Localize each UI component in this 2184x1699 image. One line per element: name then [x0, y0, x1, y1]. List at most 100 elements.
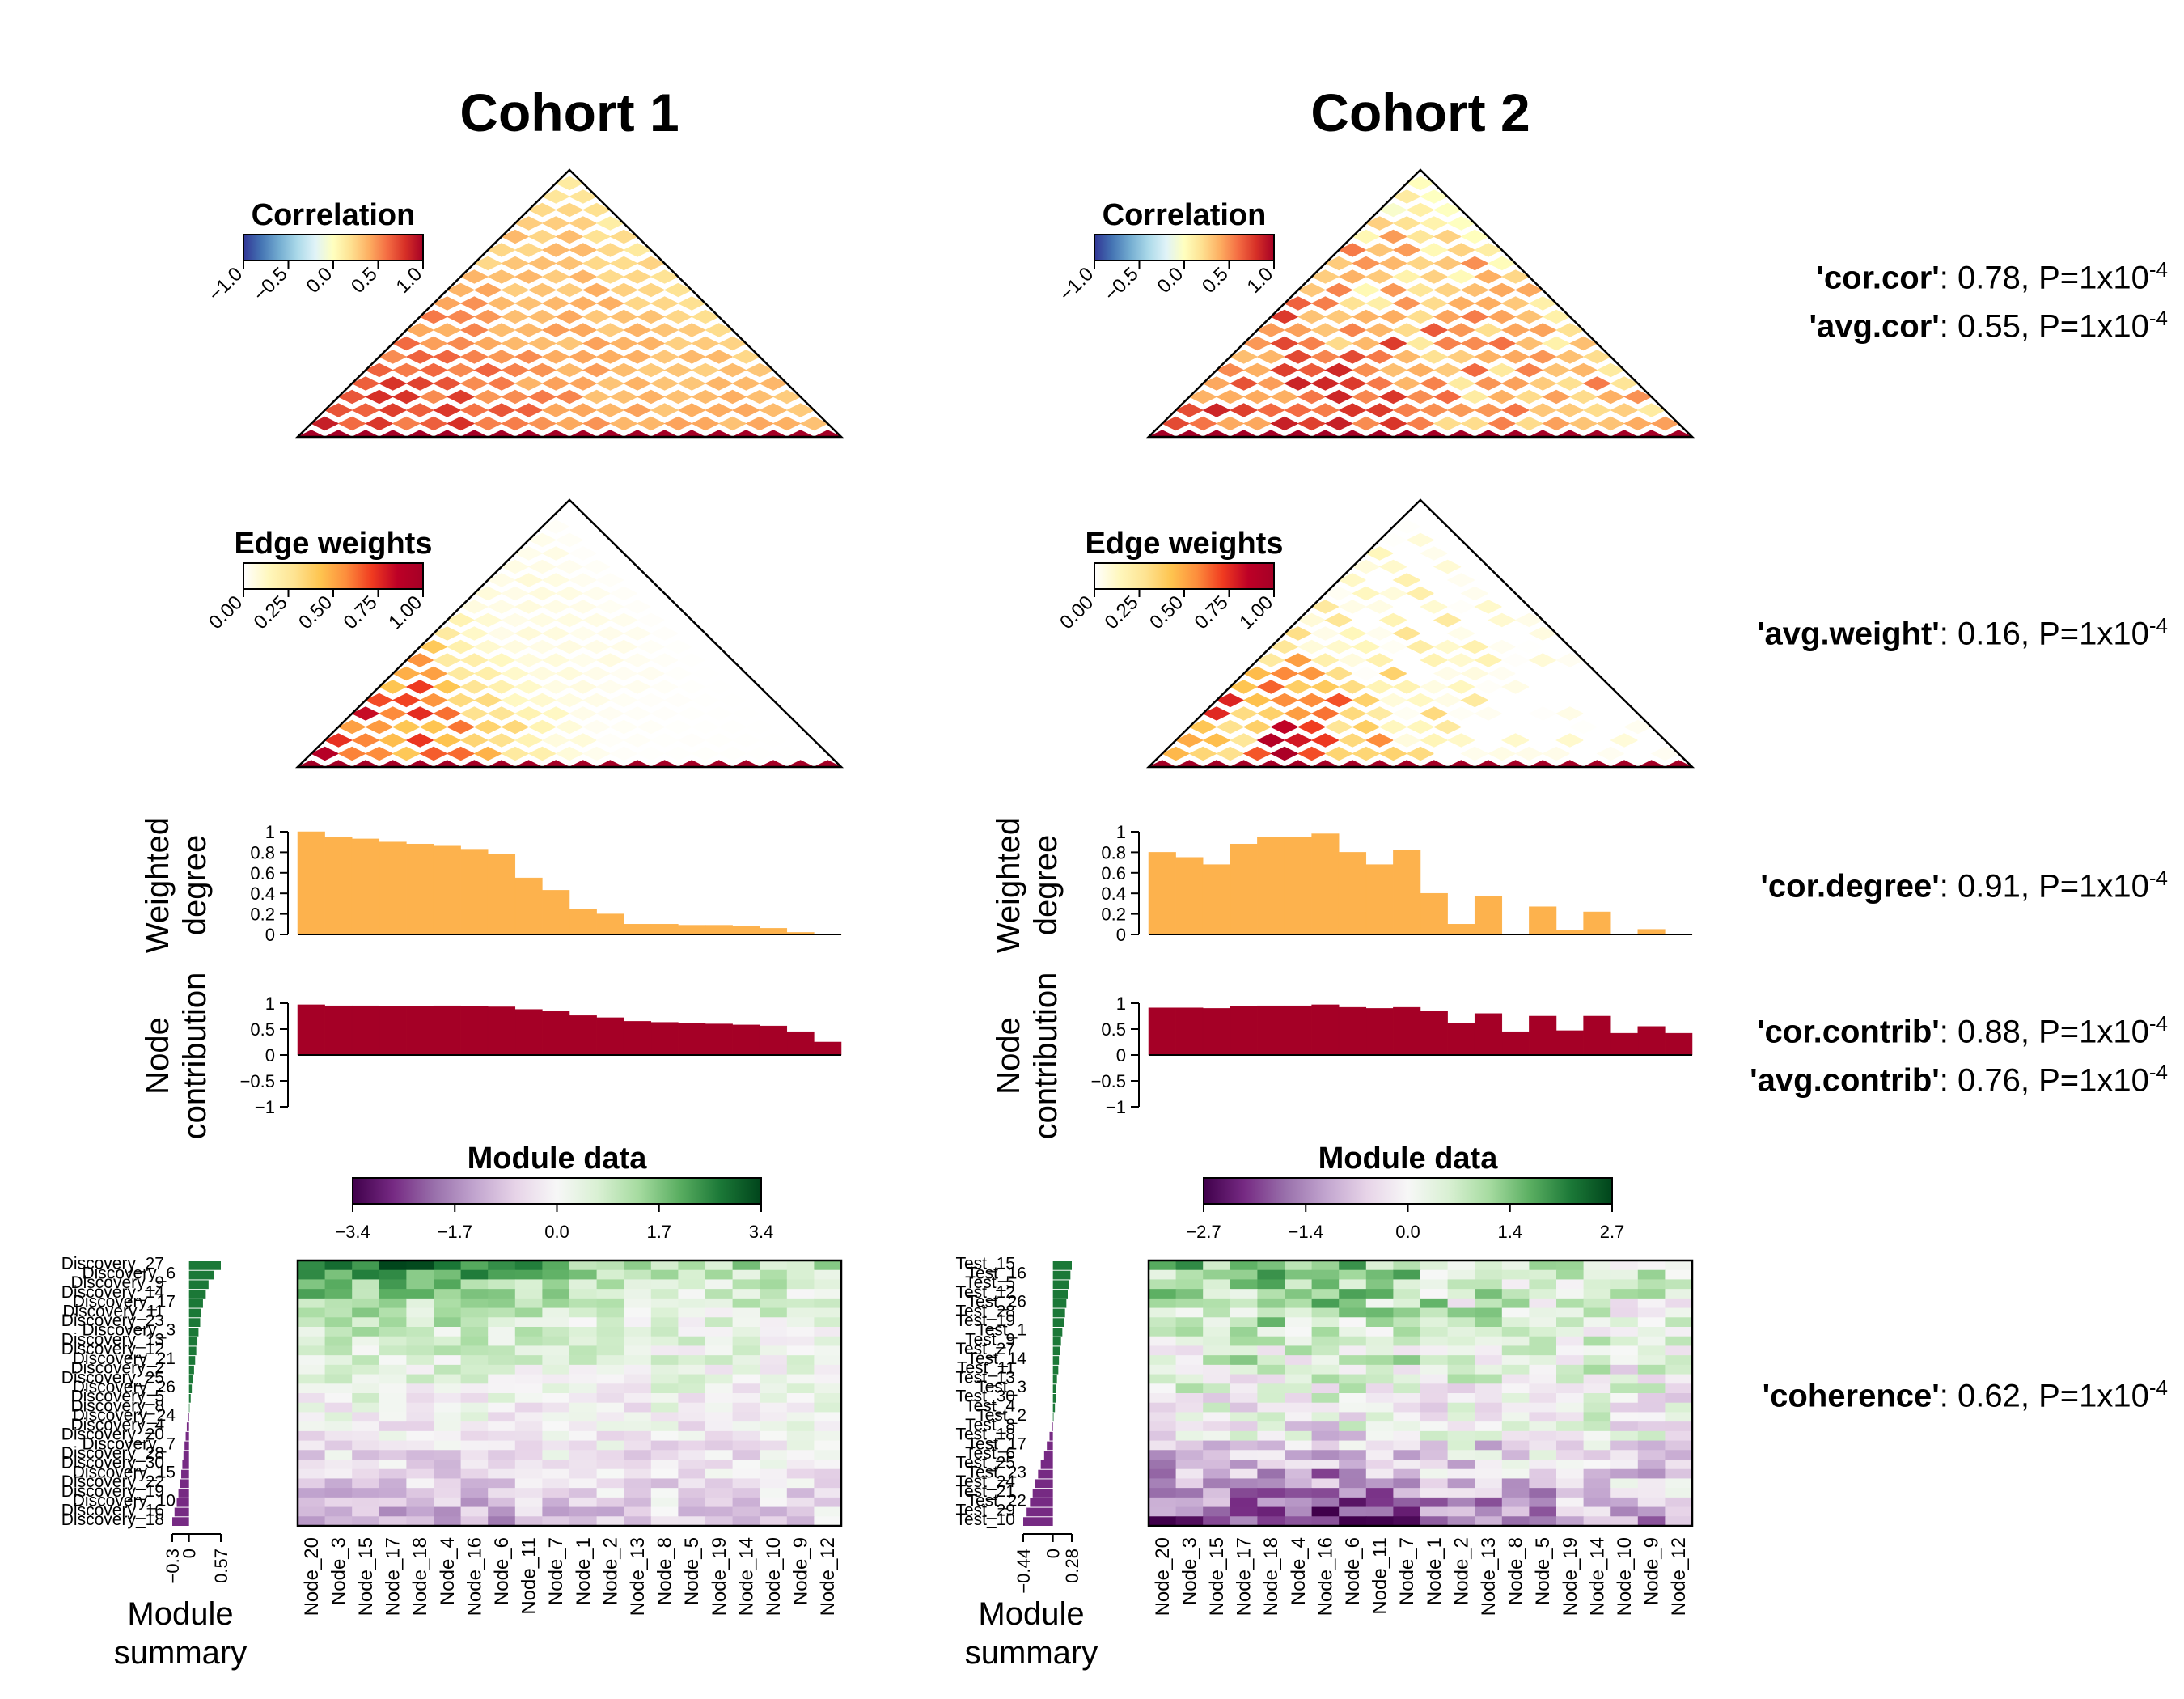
- heatmap-cell: [1149, 1345, 1177, 1356]
- heatmap-cell: [1610, 1488, 1639, 1498]
- heatmap-cell: [705, 1460, 734, 1470]
- corr-cell: [759, 403, 788, 417]
- corr-cell: [1420, 350, 1449, 364]
- heatmap-cell: [1529, 1450, 1557, 1460]
- heatmap-cell: [1637, 1506, 1666, 1517]
- heatmap-cell: [624, 1317, 652, 1328]
- heatmap-cell: [624, 1421, 652, 1432]
- heatmap-cell: [1447, 1421, 1475, 1432]
- corr-cell: [459, 376, 489, 391]
- heatmap-cell: [760, 1402, 788, 1413]
- edge-cell: [609, 612, 638, 628]
- corr-cell: [527, 256, 557, 271]
- heatmap-cell: [1230, 1345, 1258, 1356]
- legend-edge-weights-2-tick-label: 0.00: [1056, 591, 1098, 633]
- degree-bar: [1338, 852, 1367, 935]
- heatmap-cell: [1365, 1345, 1394, 1356]
- heatmap-cell: [1285, 1336, 1313, 1347]
- corr-cell: [555, 336, 584, 351]
- corr-triangle-2: [1145, 168, 1695, 439]
- summary-bar: [188, 1318, 201, 1327]
- node-label: Node_13: [1478, 1537, 1500, 1616]
- edge-cell: [392, 746, 421, 761]
- contrib-barplot-2: −1−0.500.51: [1091, 994, 1693, 1117]
- heatmap-cell: [434, 1298, 462, 1309]
- corr-cell: [745, 362, 774, 378]
- edge-cell: [637, 612, 666, 628]
- heatmap-cell: [379, 1355, 407, 1366]
- edge-cell: [405, 680, 434, 694]
- corr-cell: [459, 350, 489, 364]
- edge-cell: [1229, 680, 1259, 694]
- edge-cell: [1365, 573, 1395, 587]
- heatmap-cell: [1447, 1488, 1475, 1498]
- corr-cell: [1420, 243, 1449, 257]
- edge-cell: [487, 706, 516, 721]
- edge-cell: [1378, 639, 1408, 655]
- heatmap-cell: [1230, 1355, 1258, 1366]
- corr-cell: [650, 350, 679, 364]
- corr-cell: [569, 403, 598, 417]
- edge-cell: [1420, 706, 1449, 721]
- edge-cell: [717, 746, 747, 761]
- heatmap-cell: [1285, 1412, 1313, 1422]
- heatmap-cell: [1203, 1327, 1231, 1337]
- corr-cell: [1420, 296, 1449, 311]
- heatmap-cell: [298, 1327, 326, 1337]
- edge-cell: [1623, 719, 1653, 735]
- heatmap-cell: [1203, 1317, 1231, 1328]
- heatmap-cell: [760, 1317, 788, 1328]
- node-label: Node_3: [1179, 1537, 1200, 1605]
- corr-cell: [541, 323, 570, 337]
- heatmap-cell: [1556, 1440, 1585, 1451]
- heatmap-cell: [298, 1279, 326, 1290]
- edge-cell: [514, 733, 544, 748]
- edge-cell: [705, 680, 734, 694]
- heatmap-cell: [814, 1430, 842, 1442]
- sample-label: Discovery_9: [70, 1273, 164, 1292]
- heatmap-cell: [732, 1289, 760, 1299]
- heatmap-cell: [1420, 1279, 1449, 1290]
- heatmap-cell: [1230, 1506, 1258, 1517]
- corr-cell: [501, 336, 530, 351]
- heatmap-cell: [1285, 1402, 1313, 1413]
- heatmap-cell: [732, 1488, 760, 1498]
- legend-correlation-1-tick-label: 1.0: [392, 263, 427, 298]
- heatmap-cell: [1583, 1460, 1611, 1470]
- corr-cell: [1582, 376, 1612, 391]
- heatmap-cell: [705, 1440, 734, 1451]
- corr-cell: [595, 376, 625, 391]
- heatmap-cell: [760, 1327, 788, 1337]
- heatmap-cell: [1501, 1506, 1530, 1517]
- heatmap-cell: [514, 1279, 543, 1290]
- summary-bar: [185, 1431, 189, 1441]
- corr-cell: [1365, 296, 1395, 311]
- heatmap-cell: [678, 1364, 706, 1375]
- heatmap-cell: [1203, 1460, 1231, 1470]
- corr-cell: [501, 229, 530, 244]
- edge-cell: [1446, 706, 1476, 721]
- corr-cell: [365, 362, 394, 378]
- heatmap-cell: [488, 1279, 516, 1290]
- heatmap-cell: [732, 1307, 760, 1318]
- heatmap-cell: [1230, 1516, 1258, 1527]
- contrib-bar: [678, 1023, 706, 1056]
- heatmap-cell: [324, 1383, 353, 1394]
- summary-bar: [1038, 1469, 1053, 1479]
- heatmap-cell: [460, 1497, 489, 1508]
- legend-module-data-2: Module data−2.7 −1.4 0.0 1.4 2.7: [1186, 1142, 1624, 1242]
- heatmap-cell: [1501, 1289, 1530, 1299]
- contrib-bar: [814, 1041, 842, 1056]
- heatmap-cell: [298, 1364, 326, 1375]
- heatmap-cell: [786, 1327, 815, 1337]
- node-label: Node_12: [1668, 1537, 1690, 1616]
- node-label: Node_2: [1450, 1537, 1472, 1605]
- corr-cell: [772, 416, 802, 431]
- node-label: Node_7: [1396, 1537, 1418, 1605]
- corr-cell: [1365, 216, 1395, 231]
- heatmap-cell: [460, 1460, 489, 1470]
- heatmap-cell: [1501, 1298, 1530, 1309]
- heatmap-cell: [760, 1468, 788, 1480]
- node-label: Node_12: [817, 1537, 839, 1616]
- legend-edge-weights-1-bar: [243, 562, 424, 590]
